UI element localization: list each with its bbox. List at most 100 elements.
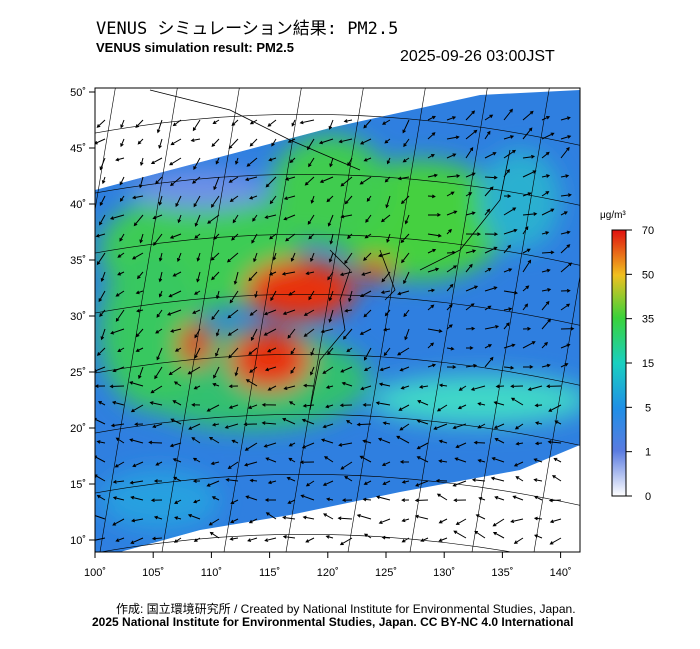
wind-arrow — [282, 515, 296, 520]
wind-arrow — [338, 138, 353, 144]
wind-arrow — [465, 110, 476, 121]
wind-arrow — [264, 366, 277, 372]
wind-arrow — [484, 286, 498, 292]
wind-arrow — [309, 366, 315, 376]
wind-arrow — [305, 480, 315, 487]
wind-arrow — [95, 474, 106, 482]
wind-arrow — [560, 135, 572, 140]
wind-arrow — [457, 404, 467, 410]
wind-arrow — [378, 382, 391, 387]
wind-arrow — [191, 437, 201, 444]
wind-arrow — [245, 495, 258, 501]
wind-arrow — [228, 404, 239, 409]
wind-arrow — [493, 401, 505, 406]
wind-arrow — [503, 228, 518, 235]
wind-arrow — [235, 157, 239, 165]
wind-arrow — [265, 512, 277, 520]
wind-arrow — [310, 252, 315, 263]
wind-arrow — [228, 176, 239, 183]
wind-arrow — [261, 402, 277, 407]
wind-arrow — [282, 535, 296, 539]
wind-arrow — [168, 290, 182, 298]
wind-arrow — [215, 328, 220, 337]
wind-arrow — [158, 252, 163, 262]
wind-arrow — [132, 461, 144, 468]
wind-arrow — [282, 309, 296, 315]
wind-arrow — [299, 460, 315, 465]
wind-arrow — [253, 252, 258, 263]
wind-arrow — [327, 347, 334, 356]
wind-arrow — [96, 495, 106, 501]
wind-arrow — [269, 233, 277, 240]
wind-arrow — [158, 271, 163, 283]
wind-arrow — [212, 119, 220, 125]
wind-arrow — [541, 208, 555, 216]
lon-label: 140˚ — [550, 567, 572, 579]
wind-arrow — [263, 328, 277, 336]
wind-arrow — [119, 195, 125, 202]
wind-arrow — [192, 457, 201, 463]
lon-label: 130˚ — [433, 567, 455, 579]
wind-arrow — [473, 440, 486, 445]
wind-arrow — [414, 514, 429, 520]
wind-arrow — [522, 248, 531, 254]
wind-arrow — [193, 157, 201, 170]
wind-arrow — [484, 356, 494, 368]
wind-arrow — [560, 230, 571, 235]
wind-arrow — [484, 324, 500, 330]
wind-arrow — [404, 328, 410, 341]
wind-arrow — [427, 328, 443, 333]
wind-arrow — [347, 233, 353, 240]
wind-arrow — [287, 499, 296, 504]
wind-arrow — [95, 233, 106, 238]
wind-arrow — [560, 146, 570, 159]
wind-arrow — [169, 442, 182, 448]
wind-arrow — [261, 421, 277, 425]
wind-arrow — [229, 536, 239, 541]
wind-arrow — [119, 176, 125, 186]
wind-arrow — [263, 309, 277, 316]
wind-arrow — [360, 385, 372, 391]
wind-arrow — [382, 480, 391, 485]
meridian — [161, 88, 240, 552]
wind-arrow — [324, 456, 334, 463]
wind-arrow — [541, 174, 551, 178]
wind-arrow — [446, 210, 458, 216]
wind-arrow — [560, 193, 572, 197]
wind-arrow — [268, 157, 277, 162]
lat-label: 10˚ — [70, 535, 86, 547]
wind-arrow — [97, 401, 106, 406]
wind-arrow — [308, 233, 315, 240]
wind-arrow — [135, 347, 144, 352]
wind-arrow — [234, 366, 239, 377]
wind-arrow — [438, 459, 448, 464]
wind-arrow — [503, 149, 516, 159]
colorbar-label: 50 — [642, 269, 654, 281]
wind-arrow — [375, 401, 391, 406]
wind-arrow — [112, 518, 125, 526]
wind-arrow — [560, 211, 568, 216]
wind-arrow — [228, 138, 239, 150]
wind-arrow — [285, 233, 296, 242]
wind-arrow — [158, 195, 163, 206]
wind-arrow — [267, 480, 277, 485]
wind-arrow — [254, 290, 258, 299]
wind-arrow — [328, 119, 334, 130]
wind-arrow — [503, 290, 519, 295]
wind-arrow — [233, 271, 239, 285]
coastline — [149, 89, 511, 411]
wind-arrow — [339, 403, 353, 408]
wind-arrow — [318, 138, 334, 145]
wind-arrow — [454, 457, 467, 463]
wind-arrow — [328, 252, 334, 263]
wind-arrow — [263, 442, 277, 448]
wind-arrow — [120, 138, 125, 148]
wind-arrow — [560, 262, 573, 273]
wind-arrow — [446, 191, 455, 197]
wind-arrow — [153, 515, 163, 520]
wind-arrow — [173, 537, 182, 543]
wind-arrow — [452, 480, 467, 487]
wind-arrow — [465, 303, 475, 311]
parallel — [95, 414, 580, 446]
parallel — [99, 534, 514, 552]
